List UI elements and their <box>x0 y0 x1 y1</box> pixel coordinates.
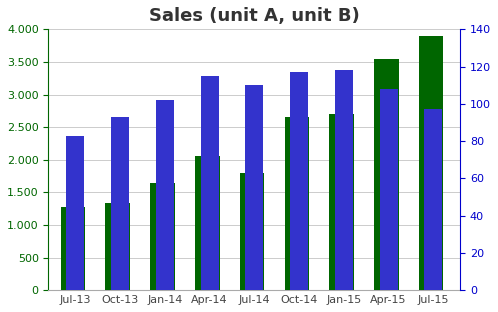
Title: Sales (unit A, unit B): Sales (unit A, unit B) <box>149 7 360 25</box>
Bar <box>195 157 220 290</box>
Bar <box>374 59 399 290</box>
Bar <box>106 203 130 290</box>
Bar <box>290 72 308 290</box>
Bar <box>111 117 129 290</box>
Bar <box>66 135 84 290</box>
Bar <box>424 110 442 290</box>
Bar <box>335 70 353 290</box>
Bar <box>150 183 175 290</box>
Bar <box>156 100 174 290</box>
Bar <box>61 207 85 290</box>
Bar <box>419 36 443 290</box>
Bar <box>201 76 219 290</box>
Bar <box>240 173 264 290</box>
Bar <box>284 117 309 290</box>
Bar <box>246 85 263 290</box>
Bar <box>379 89 397 290</box>
Bar <box>329 114 354 290</box>
